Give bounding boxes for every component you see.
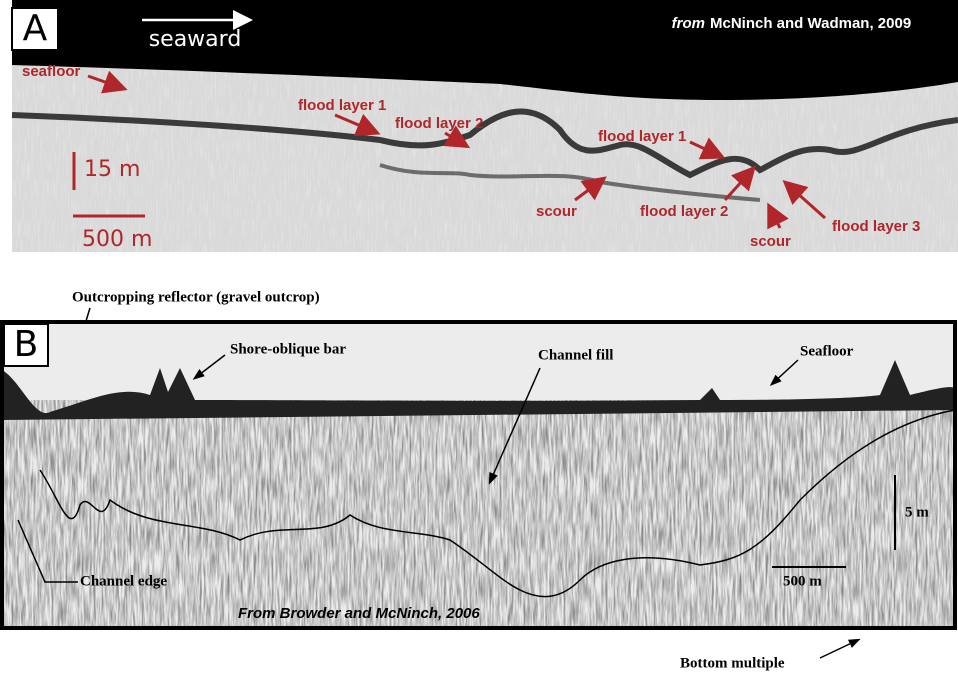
annotation: seafloor xyxy=(22,63,81,80)
arrow xyxy=(820,640,858,658)
scale-label: 500 m xyxy=(783,573,822,589)
credit: From Browder and McNinch, 2006 xyxy=(238,605,480,622)
texture-b xyxy=(2,400,955,628)
credit: McNinch and Wadman, 2009 xyxy=(710,15,911,32)
annotation: Seafloor xyxy=(800,343,854,359)
annotation: flood layer 3 xyxy=(832,218,920,235)
panel-b: Outcropping reflector (gravel outcrop) B… xyxy=(2,289,955,671)
annotation: flood layer 1 xyxy=(298,97,386,114)
annotation: flood layer 1 xyxy=(598,128,686,145)
panel-a: A seaward from McNinch and Wadman, 2009 … xyxy=(12,0,958,252)
annotation: Bottom multiple xyxy=(680,655,785,671)
scale-label: 500 m xyxy=(82,227,152,252)
annotation: Channel fill xyxy=(538,347,613,363)
scale-label: 15 m xyxy=(84,157,140,182)
credit-prefix: from xyxy=(672,15,705,32)
annotation: Outcropping reflector (gravel outcrop) xyxy=(72,289,320,305)
annotation: scour xyxy=(750,233,791,250)
annotation: Channel edge xyxy=(80,573,167,589)
annotation: flood layer 2 xyxy=(640,203,728,220)
figure-svg: A seaward from McNinch and Wadman, 2009 … xyxy=(0,0,958,677)
figure: A seaward from McNinch and Wadman, 2009 … xyxy=(0,0,958,677)
panel-label: B xyxy=(14,324,39,365)
annotation: flood layer 2 xyxy=(395,115,483,132)
scale-label: 5 m xyxy=(905,504,929,520)
panel-label: A xyxy=(23,8,48,49)
direction-label: seaward xyxy=(149,27,242,52)
annotation: scour xyxy=(536,203,577,220)
annotation: Shore-oblique bar xyxy=(230,341,346,357)
